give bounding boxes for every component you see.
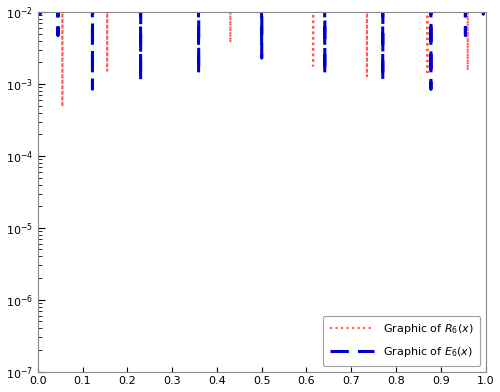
Graphic of $R_6(x)$ <box>34 210 40 214</box>
Line: Graphic of $E_6(x)$: Graphic of $E_6(x)$ <box>38 0 486 89</box>
Graphic of $E_6(x)$ <box>428 87 434 92</box>
Legend: Graphic of $R_6(x)$, Graphic of $E_6(x)$: Graphic of $R_6(x)$, Graphic of $E_6(x)$ <box>323 316 480 366</box>
Line: Graphic of $R_6(x)$: Graphic of $R_6(x)$ <box>38 0 486 212</box>
